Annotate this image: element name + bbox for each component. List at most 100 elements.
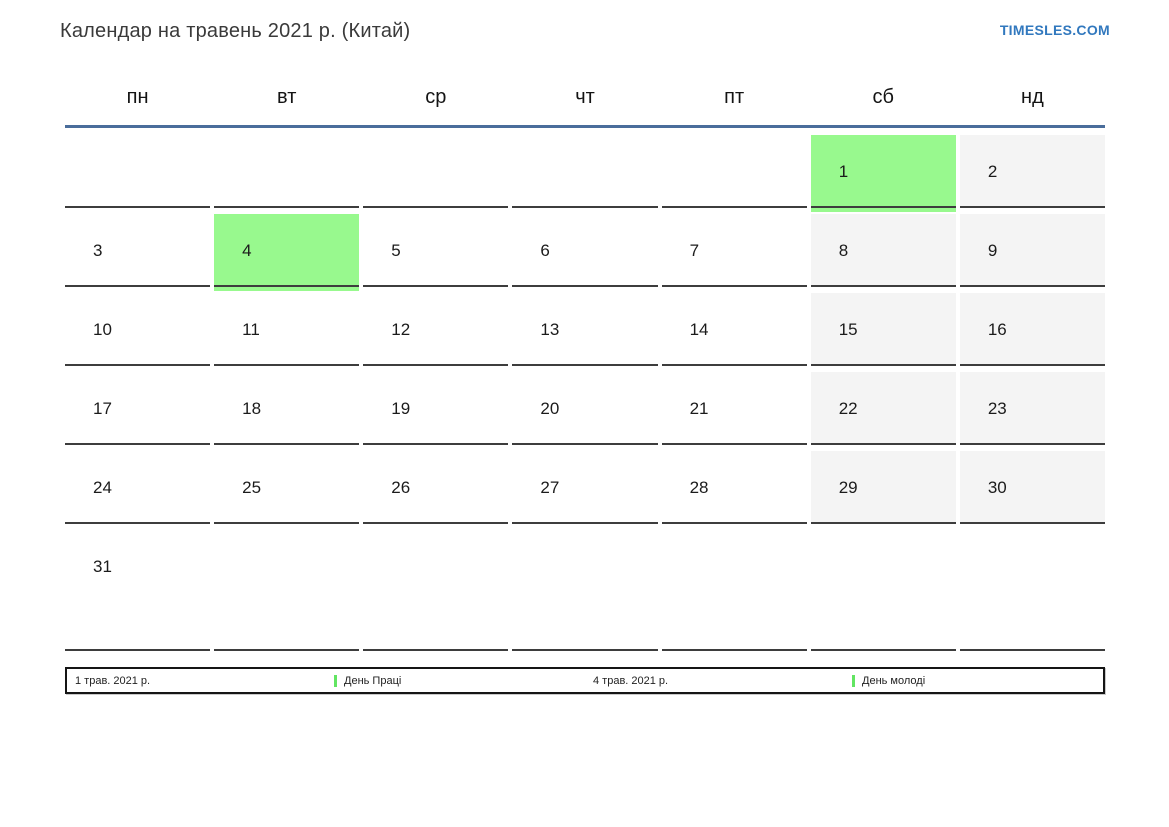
day-cell-28: 28 [661,451,807,524]
day-number: 27 [540,478,560,497]
day-cell-empty [512,135,658,208]
day-number: 7 [689,241,700,260]
day-cell-5: 5 [363,214,509,287]
weekday-label-sun: нд [1021,86,1044,108]
day-cell-23: 23 [959,372,1105,445]
day-cell-4: 4 [214,214,360,287]
day-cell-30: 30 [959,451,1105,524]
day-number: 2 [987,162,998,181]
day-cell-empty [214,135,360,208]
day-number: 30 [987,478,1007,497]
calendar: пн вт ср чт пт сб нд 1 2 3 4 5 6 7 8 9 10 11 12 13 14… [65,66,1105,694]
holiday-marker-icon [852,674,855,687]
day-number: 19 [391,399,411,418]
day-number: 29 [838,478,858,497]
day-number: 20 [540,399,560,418]
weekday-label-fri: пт [724,86,745,108]
day-number: 24 [93,478,112,497]
week-row: 3 4 5 6 7 8 9 [65,214,1105,287]
calendar-page: Календар на травень 2021 р. (Китай) TIME… [60,20,1110,694]
day-number: 4 [242,241,252,260]
day-cell-19: 19 [363,372,509,445]
day-cell-15: 15 [810,293,956,366]
day-cell-16: 16 [959,293,1105,366]
day-number: 1 [838,162,849,181]
day-cell-8: 8 [810,214,956,287]
weekday-label-thu: чт [575,86,595,108]
top-bar: Календар на травень 2021 р. (Китай) TIME… [60,20,1110,66]
day-number: 16 [987,320,1007,339]
day-cell-empty [512,530,658,651]
weekday-label-mon: пн [126,86,149,108]
day-cell-24: 24 [65,451,211,524]
site-link[interactable]: TIMESLES.COM [999,22,1110,38]
day-cell-21: 21 [661,372,807,445]
legend-entry-1: День Праці [326,674,585,687]
page-title: Календар на травень 2021 р. (Китай) [60,20,411,42]
week-row: 17 18 19 20 21 22 23 [65,372,1105,445]
day-cell-29: 29 [810,451,956,524]
legend-entry-2: День молоді [844,674,1103,687]
day-number: 28 [689,478,709,497]
legend-date-text: 1 трав. 2021 р. [75,674,151,687]
day-cell-3: 3 [65,214,211,287]
day-number: 26 [391,478,411,497]
day-cell-25: 25 [214,451,360,524]
holiday-marker-icon [334,674,337,687]
day-cell-10: 10 [65,293,211,366]
week-row: 24 25 26 27 28 29 30 [65,451,1105,524]
day-number: 23 [987,399,1007,418]
day-cell-empty [363,530,509,651]
legend-date-text: 4 трав. 2021 р. [593,674,669,687]
week-row: 10 11 12 13 14 15 16 [65,293,1105,366]
day-number: 14 [689,320,709,339]
day-number: 13 [540,320,560,339]
day-cell-13: 13 [512,293,658,366]
day-cell-1: 1 [810,135,956,208]
day-number: 9 [987,241,998,260]
day-number: 5 [391,241,401,260]
day-number: 22 [838,399,858,418]
day-number: 3 [93,241,103,260]
holiday-legend: 1 трав. 2021 р. День Праці 4 трав. 2021 … [65,667,1105,694]
day-number: 11 [242,320,260,339]
day-cell-26: 26 [363,451,509,524]
day-number: 6 [540,241,550,260]
day-cell-empty [810,530,956,651]
day-cell-17: 17 [65,372,211,445]
day-cell-7: 7 [661,214,807,287]
day-cell-9: 9 [959,214,1105,287]
day-number: 10 [93,320,112,339]
legend-date-2: 4 трав. 2021 р. [585,675,844,687]
day-cell-6: 6 [512,214,658,287]
day-number: 25 [242,478,262,497]
legend-label-text: День молоді [862,674,926,687]
day-cell-empty [363,135,509,208]
day-number: 15 [838,320,858,339]
weekday-label-sat: сб [872,86,894,108]
day-cell-2: 2 [959,135,1105,208]
day-cell-empty [661,135,807,208]
day-number: 8 [838,241,849,260]
day-cell-12: 12 [363,293,509,366]
legend-label-text: День Праці [344,674,402,687]
weekday-header-row: пн вт ср чт пт сб нд [65,66,1105,128]
day-cell-14: 14 [661,293,807,366]
day-number: 31 [93,557,112,576]
weekday-label-wed: ср [425,86,447,108]
day-number: 12 [391,320,411,339]
day-cell-31: 31 [65,530,211,651]
day-number: 21 [689,399,709,418]
day-cell-empty [959,530,1105,651]
week-row: 31 [65,530,1105,651]
day-number: 18 [242,399,262,418]
day-cell-empty [65,135,211,208]
day-cell-18: 18 [214,372,360,445]
day-cell-empty [214,530,360,651]
day-cell-20: 20 [512,372,658,445]
weeks: 1 2 3 4 5 6 7 8 9 10 11 12 13 14 15 16 17 18 19 20 21 22 23 24 2… [65,135,1105,651]
day-cell-27: 27 [512,451,658,524]
legend-date-1: 1 трав. 2021 р. [67,675,326,687]
day-cell-22: 22 [810,372,956,445]
